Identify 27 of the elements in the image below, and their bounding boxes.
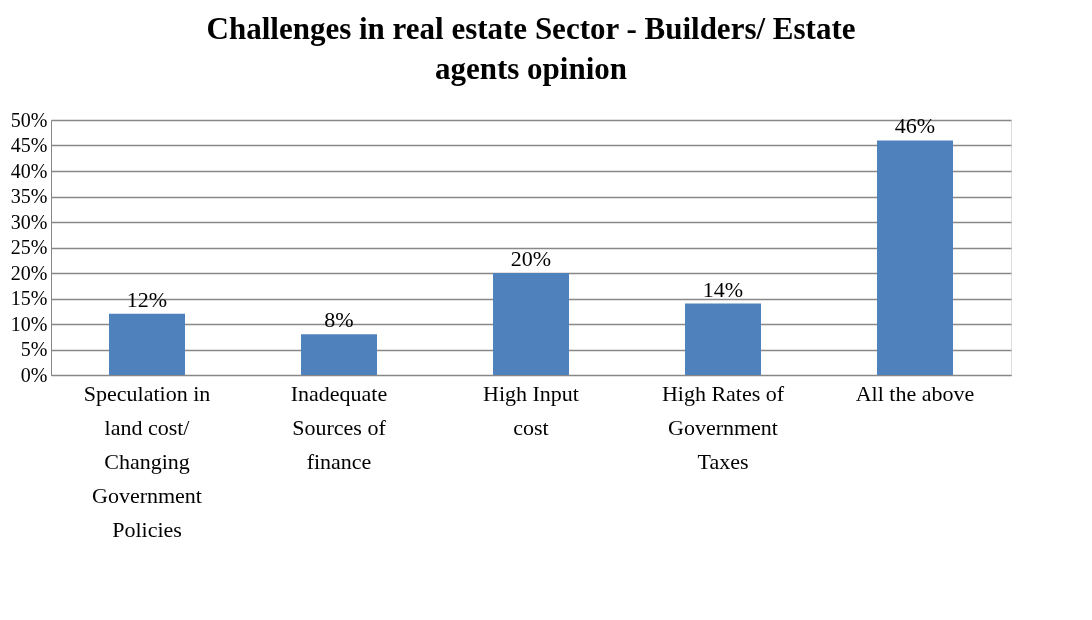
y-tick-label: 35%	[10, 185, 48, 207]
chart-title: Challenges in real estate Sector - Builders/ Estate agents opinion	[206, 11, 856, 86]
y-tick-label: 20%	[10, 261, 48, 284]
x-tick-label: Inadequate Sources of finance	[290, 380, 388, 474]
data-label: 46%	[894, 113, 936, 139]
y-tick-label: 25%	[10, 236, 48, 258]
data-label: 8%	[324, 307, 354, 333]
bar	[493, 273, 569, 375]
data-label: 20%	[510, 246, 552, 271]
y-tick-label: 5%	[20, 338, 48, 360]
data-label: 12%	[126, 286, 168, 312]
y-tick-label: 0%	[20, 363, 48, 386]
y-tick-label: 50%	[10, 108, 48, 131]
bar	[877, 140, 953, 375]
y-tick-label: 40%	[10, 159, 48, 182]
y-tick-label: 15%	[10, 287, 48, 309]
x-tick-label: High Input cost	[483, 380, 579, 440]
bar	[109, 313, 185, 375]
x-tick-label: All the above	[855, 380, 975, 406]
x-tick-label: High Rates of Government Taxes	[661, 380, 785, 474]
y-tick-label: 30%	[10, 210, 48, 233]
y-tick-label: 45%	[10, 134, 48, 156]
y-tick-label: 10%	[10, 312, 48, 335]
bar	[685, 303, 761, 375]
bar	[301, 334, 377, 375]
x-tick-label: Speculation in land cost/ Changing Government Policies	[83, 380, 211, 542]
data-label: 14%	[702, 276, 744, 302]
